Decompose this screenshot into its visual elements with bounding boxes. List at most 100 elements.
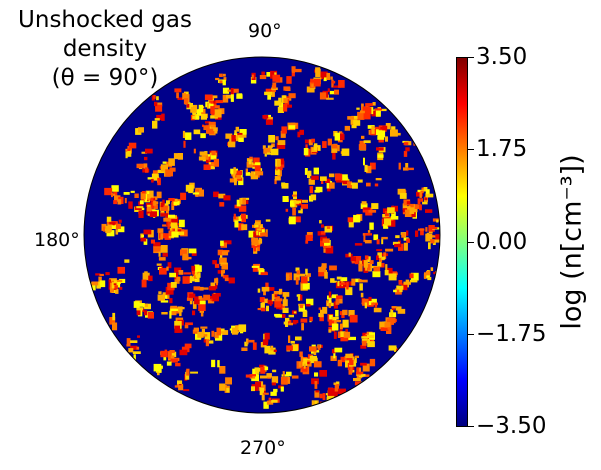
density-clump <box>229 137 233 142</box>
density-clump <box>265 219 271 222</box>
density-clump <box>147 177 155 180</box>
density-clump <box>406 201 411 205</box>
density-clump <box>241 347 248 351</box>
density-clump <box>288 93 296 99</box>
density-clump <box>273 388 278 393</box>
density-clump <box>239 218 242 222</box>
density-clump <box>221 250 230 253</box>
density-clump <box>168 158 175 166</box>
density-clump <box>144 156 148 161</box>
title-line-2: density <box>62 36 148 62</box>
density-clump <box>333 280 337 283</box>
density-clump <box>353 378 361 382</box>
density-clump <box>154 101 158 107</box>
density-clump <box>271 382 276 386</box>
density-clump <box>295 336 302 341</box>
density-clump <box>377 261 382 267</box>
density-clump <box>115 288 119 294</box>
density-clump <box>191 250 197 256</box>
density-clump <box>165 295 170 299</box>
density-clump <box>145 167 149 173</box>
density-clump <box>328 329 332 333</box>
density-clump <box>180 249 188 256</box>
density-clump <box>359 110 367 114</box>
density-clump <box>140 237 147 242</box>
density-clump <box>364 233 372 236</box>
density-clump <box>309 186 314 194</box>
density-clump <box>169 272 176 278</box>
density-clump <box>222 73 226 77</box>
density-clump <box>293 273 300 281</box>
density-clump <box>399 193 407 199</box>
density-clump <box>418 228 425 231</box>
density-clump <box>313 361 322 368</box>
density-clump <box>170 308 179 311</box>
density-clump <box>356 107 360 110</box>
density-clump <box>177 97 184 100</box>
density-clump <box>275 163 278 171</box>
density-clump <box>168 355 175 361</box>
density-clump <box>331 144 338 153</box>
density-clump <box>272 369 277 373</box>
density-clump <box>211 150 216 156</box>
density-clump <box>221 264 228 270</box>
density-clump <box>160 350 167 358</box>
density-clump <box>170 351 177 358</box>
density-clump <box>281 314 286 318</box>
density-clump <box>184 343 192 349</box>
density-clump <box>283 103 288 112</box>
density-clump <box>118 219 122 223</box>
density-clump <box>403 142 409 146</box>
density-clump <box>281 126 287 134</box>
density-clump <box>306 86 315 93</box>
density-clump <box>428 242 431 250</box>
density-clump <box>386 328 392 334</box>
density-clump <box>261 286 270 292</box>
density-clump <box>294 123 297 127</box>
density-clump <box>381 256 386 260</box>
density-clump <box>430 235 438 238</box>
density-clump <box>273 296 280 299</box>
density-clump <box>171 216 179 223</box>
density-clump <box>183 272 191 275</box>
density-clump <box>283 292 287 300</box>
density-clump <box>328 298 332 306</box>
density-clump <box>258 269 265 275</box>
density-clump <box>380 327 389 331</box>
density-clump <box>264 152 267 157</box>
density-clump <box>106 221 110 225</box>
colorbar-label: log (n[cm⁻³]) <box>556 154 588 330</box>
density-clump <box>369 358 376 367</box>
density-clump <box>157 102 163 107</box>
density-clump <box>404 209 412 217</box>
density-clump <box>288 125 296 129</box>
density-clump <box>223 77 227 81</box>
density-clump <box>160 233 164 240</box>
density-clump <box>176 92 179 99</box>
density-clump <box>192 329 199 334</box>
density-clump <box>236 170 242 176</box>
density-clump <box>403 199 411 206</box>
density-clump <box>262 298 268 304</box>
density-clump <box>271 87 278 90</box>
density-clump <box>371 126 375 134</box>
density-clump <box>369 260 374 264</box>
density-clump <box>165 169 173 177</box>
density-clump <box>157 294 165 301</box>
density-clump <box>350 182 355 186</box>
density-clump <box>140 192 146 200</box>
density-clump <box>155 104 163 112</box>
density-clump <box>236 93 243 96</box>
density-clump <box>143 238 148 245</box>
density-clump <box>320 231 326 235</box>
density-clump <box>331 294 338 299</box>
density-clump <box>255 221 261 225</box>
density-clump <box>381 238 384 245</box>
density-clump <box>194 269 198 276</box>
density-clump <box>274 72 277 75</box>
density-clump <box>302 282 310 290</box>
density-clump <box>342 319 349 328</box>
density-clump <box>387 267 393 275</box>
density-clump <box>409 207 415 214</box>
density-clump <box>235 126 239 132</box>
